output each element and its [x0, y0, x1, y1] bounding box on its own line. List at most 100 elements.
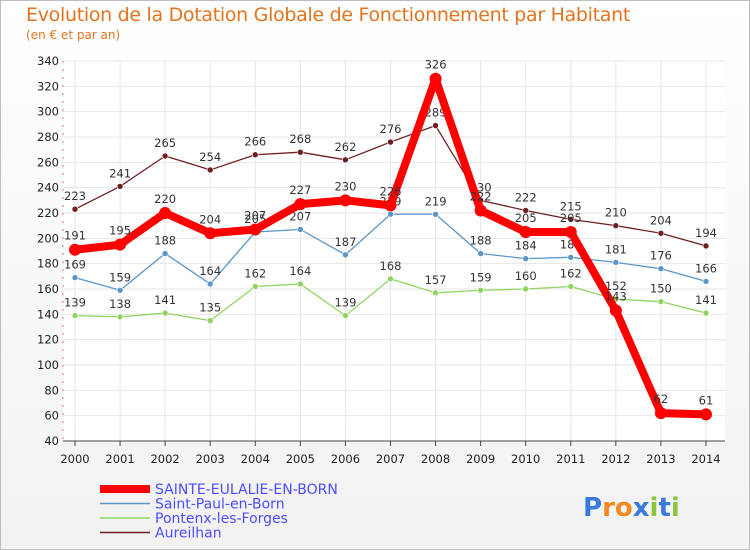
data-label: 187	[334, 235, 356, 249]
data-point	[161, 250, 169, 257]
data-point	[657, 229, 665, 237]
data-point	[204, 227, 217, 240]
data-label: 141	[695, 293, 717, 307]
x-tick-label: 2002	[150, 452, 179, 466]
data-label: 188	[154, 234, 176, 248]
data-label: 152	[605, 279, 627, 293]
data-point	[702, 278, 710, 285]
data-label: 164	[289, 264, 311, 278]
y-tick-label: 120	[37, 333, 59, 347]
data-point	[206, 317, 214, 324]
data-label: 160	[515, 269, 537, 283]
data-label: 207	[244, 208, 266, 222]
data-label: 184	[515, 239, 537, 253]
data-label: 139	[334, 296, 356, 310]
data-point	[567, 283, 575, 290]
x-tick-label: 2012	[601, 452, 630, 466]
data-point	[699, 408, 712, 421]
data-point	[69, 243, 81, 256]
legend-label: Pontenx-les-Forges	[155, 511, 288, 527]
data-point	[612, 259, 620, 266]
data-label: 265	[154, 136, 176, 150]
data-point	[342, 156, 349, 164]
data-point	[116, 313, 124, 321]
y-tick-label: 60	[44, 409, 59, 423]
data-point	[342, 251, 349, 259]
x-tick-label: 2007	[376, 452, 405, 466]
data-label: 138	[109, 297, 131, 311]
proxiti-logo: Proxiti	[583, 493, 680, 523]
data-label: 204	[199, 212, 221, 226]
y-tick-label: 160	[37, 282, 59, 296]
data-label: 143	[605, 290, 627, 304]
data-point	[387, 275, 394, 283]
plot-area	[63, 61, 725, 441]
y-tick-label: 340	[37, 54, 59, 68]
data-label: 169	[64, 258, 86, 272]
data-label: 266	[244, 135, 266, 149]
x-tick-label: 2005	[286, 452, 315, 466]
data-point	[206, 280, 214, 288]
y-tick-label: 100	[37, 358, 59, 372]
x-tick-label: 2004	[241, 452, 270, 466]
data-label: 195	[109, 224, 131, 238]
data-point	[519, 226, 532, 238]
data-label: 222	[515, 190, 537, 204]
y-tick-label: 180	[37, 257, 59, 271]
x-tick-label: 2006	[331, 452, 360, 466]
data-label: 223	[64, 189, 86, 203]
data-label: 162	[560, 266, 582, 280]
chart-title: Evolution de la Dotation Globale de Fonc…	[26, 4, 631, 26]
data-point	[609, 304, 622, 317]
data-label: 159	[470, 270, 492, 284]
data-point	[477, 250, 484, 257]
data-label: 210	[605, 206, 627, 220]
data-point	[702, 242, 710, 250]
data-point	[114, 238, 127, 251]
data-label: 194	[695, 226, 717, 240]
data-label: 289	[425, 106, 447, 120]
x-tick-label: 2009	[466, 452, 495, 466]
chart-subtitle: (en € et par an)	[26, 28, 121, 42]
data-point	[251, 151, 259, 159]
data-point	[387, 138, 394, 146]
data-label: 204	[650, 213, 672, 227]
data-point	[564, 226, 577, 238]
y-tick-label: 80	[44, 383, 59, 397]
data-label: 226	[380, 184, 402, 198]
data-label: 191	[64, 229, 86, 243]
x-tick-label: 2000	[60, 452, 89, 466]
x-tick-label: 2003	[196, 452, 225, 466]
data-point	[522, 285, 530, 293]
x-tick-label: 2011	[556, 452, 585, 466]
data-point	[297, 280, 304, 288]
data-point	[342, 312, 349, 319]
data-point	[159, 207, 172, 219]
data-point	[206, 166, 214, 174]
legend-label: Saint-Paul-en-Born	[155, 497, 285, 513]
data-point	[477, 286, 484, 294]
data-point	[116, 183, 124, 190]
y-tick-label: 220	[37, 206, 59, 220]
data-label: 150	[650, 282, 672, 296]
data-label: 162	[244, 266, 266, 280]
data-label: 164	[199, 264, 221, 278]
data-point	[161, 309, 169, 317]
data-label: 205	[560, 211, 582, 225]
data-point	[249, 223, 262, 236]
data-label: 157	[425, 273, 447, 287]
data-label: 219	[425, 194, 447, 208]
y-tick-label: 240	[37, 181, 59, 195]
data-label: 227	[289, 183, 311, 197]
data-label: 241	[109, 166, 131, 180]
x-tick-label: 2008	[421, 452, 450, 466]
y-tick-label: 280	[37, 130, 59, 144]
x-tick-label: 2014	[691, 452, 720, 466]
data-point	[429, 72, 442, 85]
data-point	[161, 152, 169, 160]
data-point	[612, 222, 620, 229]
data-label: 276	[380, 122, 402, 136]
data-point	[251, 283, 259, 290]
x-tick-label: 2001	[105, 452, 134, 466]
